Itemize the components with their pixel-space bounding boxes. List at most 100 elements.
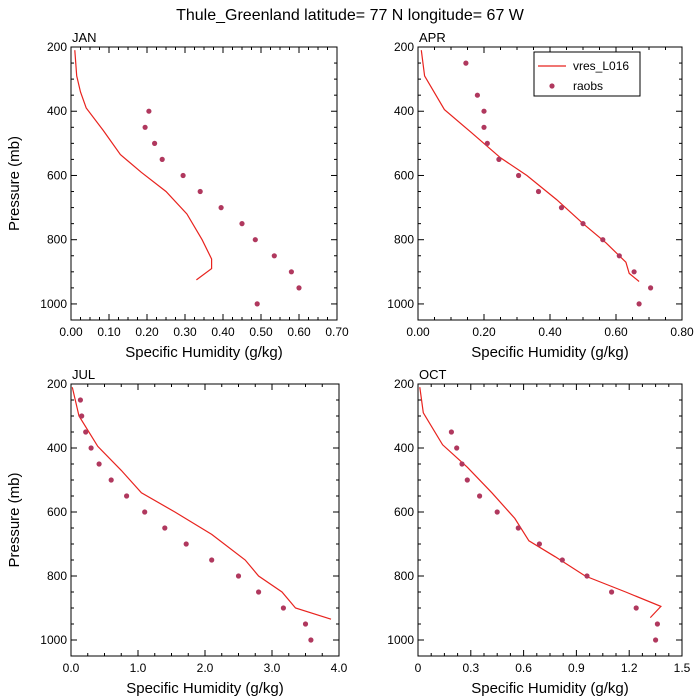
- raobs-point: [254, 301, 260, 307]
- raobs-point: [459, 461, 465, 467]
- raobs-point: [308, 637, 314, 643]
- plot-frame: [70, 383, 340, 657]
- x-axis-label: Specific Humidity (g/kg): [126, 680, 284, 697]
- y-tick-label: 1000: [387, 633, 414, 647]
- raobs-point: [256, 589, 262, 595]
- raobs-point: [96, 461, 102, 467]
- y-tick-label: 800: [394, 569, 414, 583]
- panel-title: APR: [419, 30, 446, 45]
- x-tick-label: 0.00: [406, 325, 430, 339]
- raobs-point: [252, 237, 258, 243]
- legend-dot-swatch: [549, 83, 555, 89]
- x-tick-label: 0.6: [515, 661, 532, 675]
- panel-title: OCT: [419, 367, 447, 382]
- x-tick-label: 0: [415, 661, 422, 675]
- x-tick-label: 1.5: [674, 661, 691, 675]
- y-tick-label: 600: [394, 168, 414, 182]
- raobs-point: [600, 237, 606, 243]
- x-tick-label: 0.3: [462, 661, 479, 675]
- raobs-point: [271, 253, 277, 259]
- raobs-point: [653, 637, 659, 643]
- raobs-point: [180, 172, 186, 179]
- panel-apr: APR 0.00 0.20 0.40 0.60 0.80 200 400 600 800 1000 S…: [387, 30, 694, 361]
- y-tick-label: 400: [394, 104, 414, 118]
- raobs-point: [609, 589, 615, 595]
- legend-label-line: vres_L016: [573, 59, 629, 73]
- y-tick-label: 200: [394, 377, 414, 391]
- raobs-point: [79, 413, 85, 419]
- x-tick-label: 0.20: [135, 325, 159, 339]
- raobs-point: [280, 605, 286, 611]
- y-tick-label: 800: [394, 233, 414, 247]
- series-line-vres-l016: [420, 50, 640, 282]
- x-tick-label: 4.0: [331, 661, 348, 675]
- raobs-point: [296, 285, 302, 291]
- y-tick-label: 400: [394, 441, 414, 455]
- raobs-point: [558, 205, 565, 211]
- raobs-point: [580, 221, 586, 227]
- raobs-point: [235, 573, 242, 579]
- figure-title: Thule_Greenland latitude= 77 N longitude…: [176, 7, 525, 24]
- x-tick-label: 2.0: [197, 661, 214, 675]
- raobs-point: [142, 509, 148, 515]
- panel-jan: JAN 0.00 0.10 0.20 0.30 0.40 0.50 0.60 0.70 200 40…: [6, 30, 349, 361]
- panel-title: JAN: [72, 30, 97, 45]
- raobs-point: [474, 92, 480, 98]
- raobs-point: [496, 156, 502, 162]
- raobs-point: [515, 525, 521, 531]
- raobs-point: [633, 605, 639, 611]
- raobs-point: [197, 188, 203, 195]
- series-line-vres-l016: [74, 50, 213, 281]
- x-tick-label: 0.60: [604, 325, 628, 339]
- raobs-point: [454, 445, 460, 451]
- raobs-point: [288, 269, 294, 275]
- raobs-point: [77, 397, 83, 403]
- raobs-point: [559, 557, 565, 563]
- raobs-point: [481, 124, 487, 130]
- y-tick-label: 600: [47, 505, 67, 519]
- raobs-point: [218, 205, 224, 211]
- y-tick-label: 200: [47, 377, 67, 391]
- x-tick-label: 3.0: [264, 661, 281, 675]
- raobs-point: [616, 253, 622, 259]
- y-tick-label: 400: [47, 104, 67, 118]
- raobs-point: [302, 621, 309, 627]
- raobs-point: [124, 493, 130, 499]
- raobs-point: [494, 509, 500, 515]
- y-tick-label: 200: [394, 40, 414, 54]
- y-axis-label: Pressure (mb): [6, 136, 23, 231]
- series-line-vres-l016: [419, 387, 662, 619]
- panel-jul: JUL 0.0 1.0 2.0 3.0 4.0 200 400 600 800 1000 Specif…: [6, 367, 348, 697]
- x-axis-label: Specific Humidity (g/kg): [471, 680, 629, 697]
- panel-oct: OCT 0 0.3 0.6 0.9 1.2 1.5 200 400 600 800 1000 Speci…: [387, 367, 690, 697]
- y-tick-label: 600: [47, 168, 67, 182]
- y-tick-label: 600: [394, 505, 414, 519]
- raobs-point: [516, 172, 522, 179]
- raobs-point: [481, 108, 487, 114]
- x-axis-label: Specific Humidity (g/kg): [471, 344, 629, 361]
- raobs-point: [648, 285, 654, 291]
- raobs-point: [654, 621, 661, 627]
- y-tick-label: 800: [47, 569, 67, 583]
- y-tick-label: 800: [47, 233, 67, 247]
- raobs-point: [88, 445, 94, 451]
- x-tick-label: 0.40: [211, 325, 235, 339]
- legend-label-dots: raobs: [573, 79, 603, 93]
- y-axis-label: Pressure (mb): [6, 472, 23, 567]
- x-tick-label: 0.30: [173, 325, 197, 339]
- raobs-point: [463, 60, 469, 66]
- raobs-point: [183, 541, 189, 547]
- raobs-point: [159, 156, 165, 162]
- raobs-point: [448, 429, 454, 435]
- x-tick-label: 0.60: [287, 325, 311, 339]
- x-tick-label: 0.9: [568, 661, 585, 675]
- x-axis-label: Specific Humidity (g/kg): [125, 344, 283, 361]
- raobs-point: [536, 541, 543, 547]
- y-tick-label: 1000: [40, 297, 67, 311]
- series-line-vres-l016: [71, 387, 332, 620]
- x-tick-label: 0.10: [97, 325, 121, 339]
- x-tick-label: 0.20: [472, 325, 496, 339]
- raobs-point: [239, 221, 245, 227]
